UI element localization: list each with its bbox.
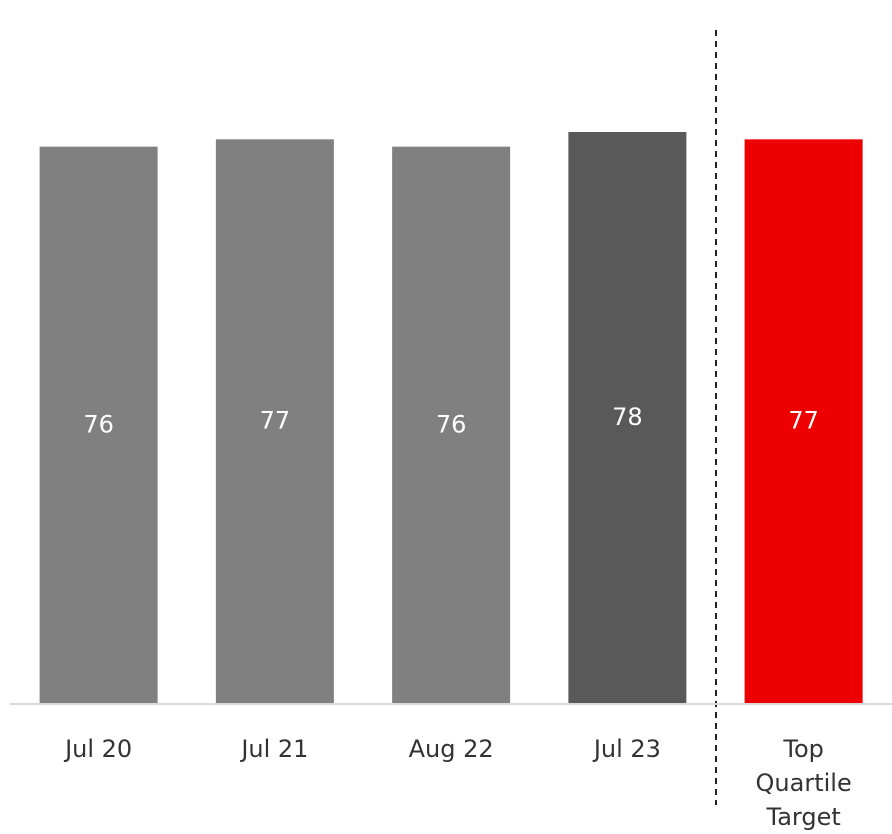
x-tick-label: Jul 21 [241, 735, 309, 763]
value-label: 76 [436, 410, 467, 438]
x-tick-label: Aug 22 [408, 735, 494, 763]
x-tick-label: Top Quartile Target [755, 735, 852, 831]
bar [568, 132, 687, 704]
x-tick-label: Jul 23 [593, 735, 661, 763]
bar [392, 146, 511, 704]
page: {"chart_data": {"type": "bar", "categori… [10, 30, 892, 831]
bar [744, 139, 863, 705]
bar [39, 146, 158, 704]
value-label: 77 [788, 407, 819, 435]
value-label: 78 [612, 403, 643, 431]
chart: 76 77 76 78 77 [10, 30, 892, 805]
bar [215, 139, 334, 705]
value-label: 76 [83, 410, 114, 438]
x-tick-label: Jul 20 [65, 735, 133, 763]
value-label: 77 [260, 407, 291, 435]
